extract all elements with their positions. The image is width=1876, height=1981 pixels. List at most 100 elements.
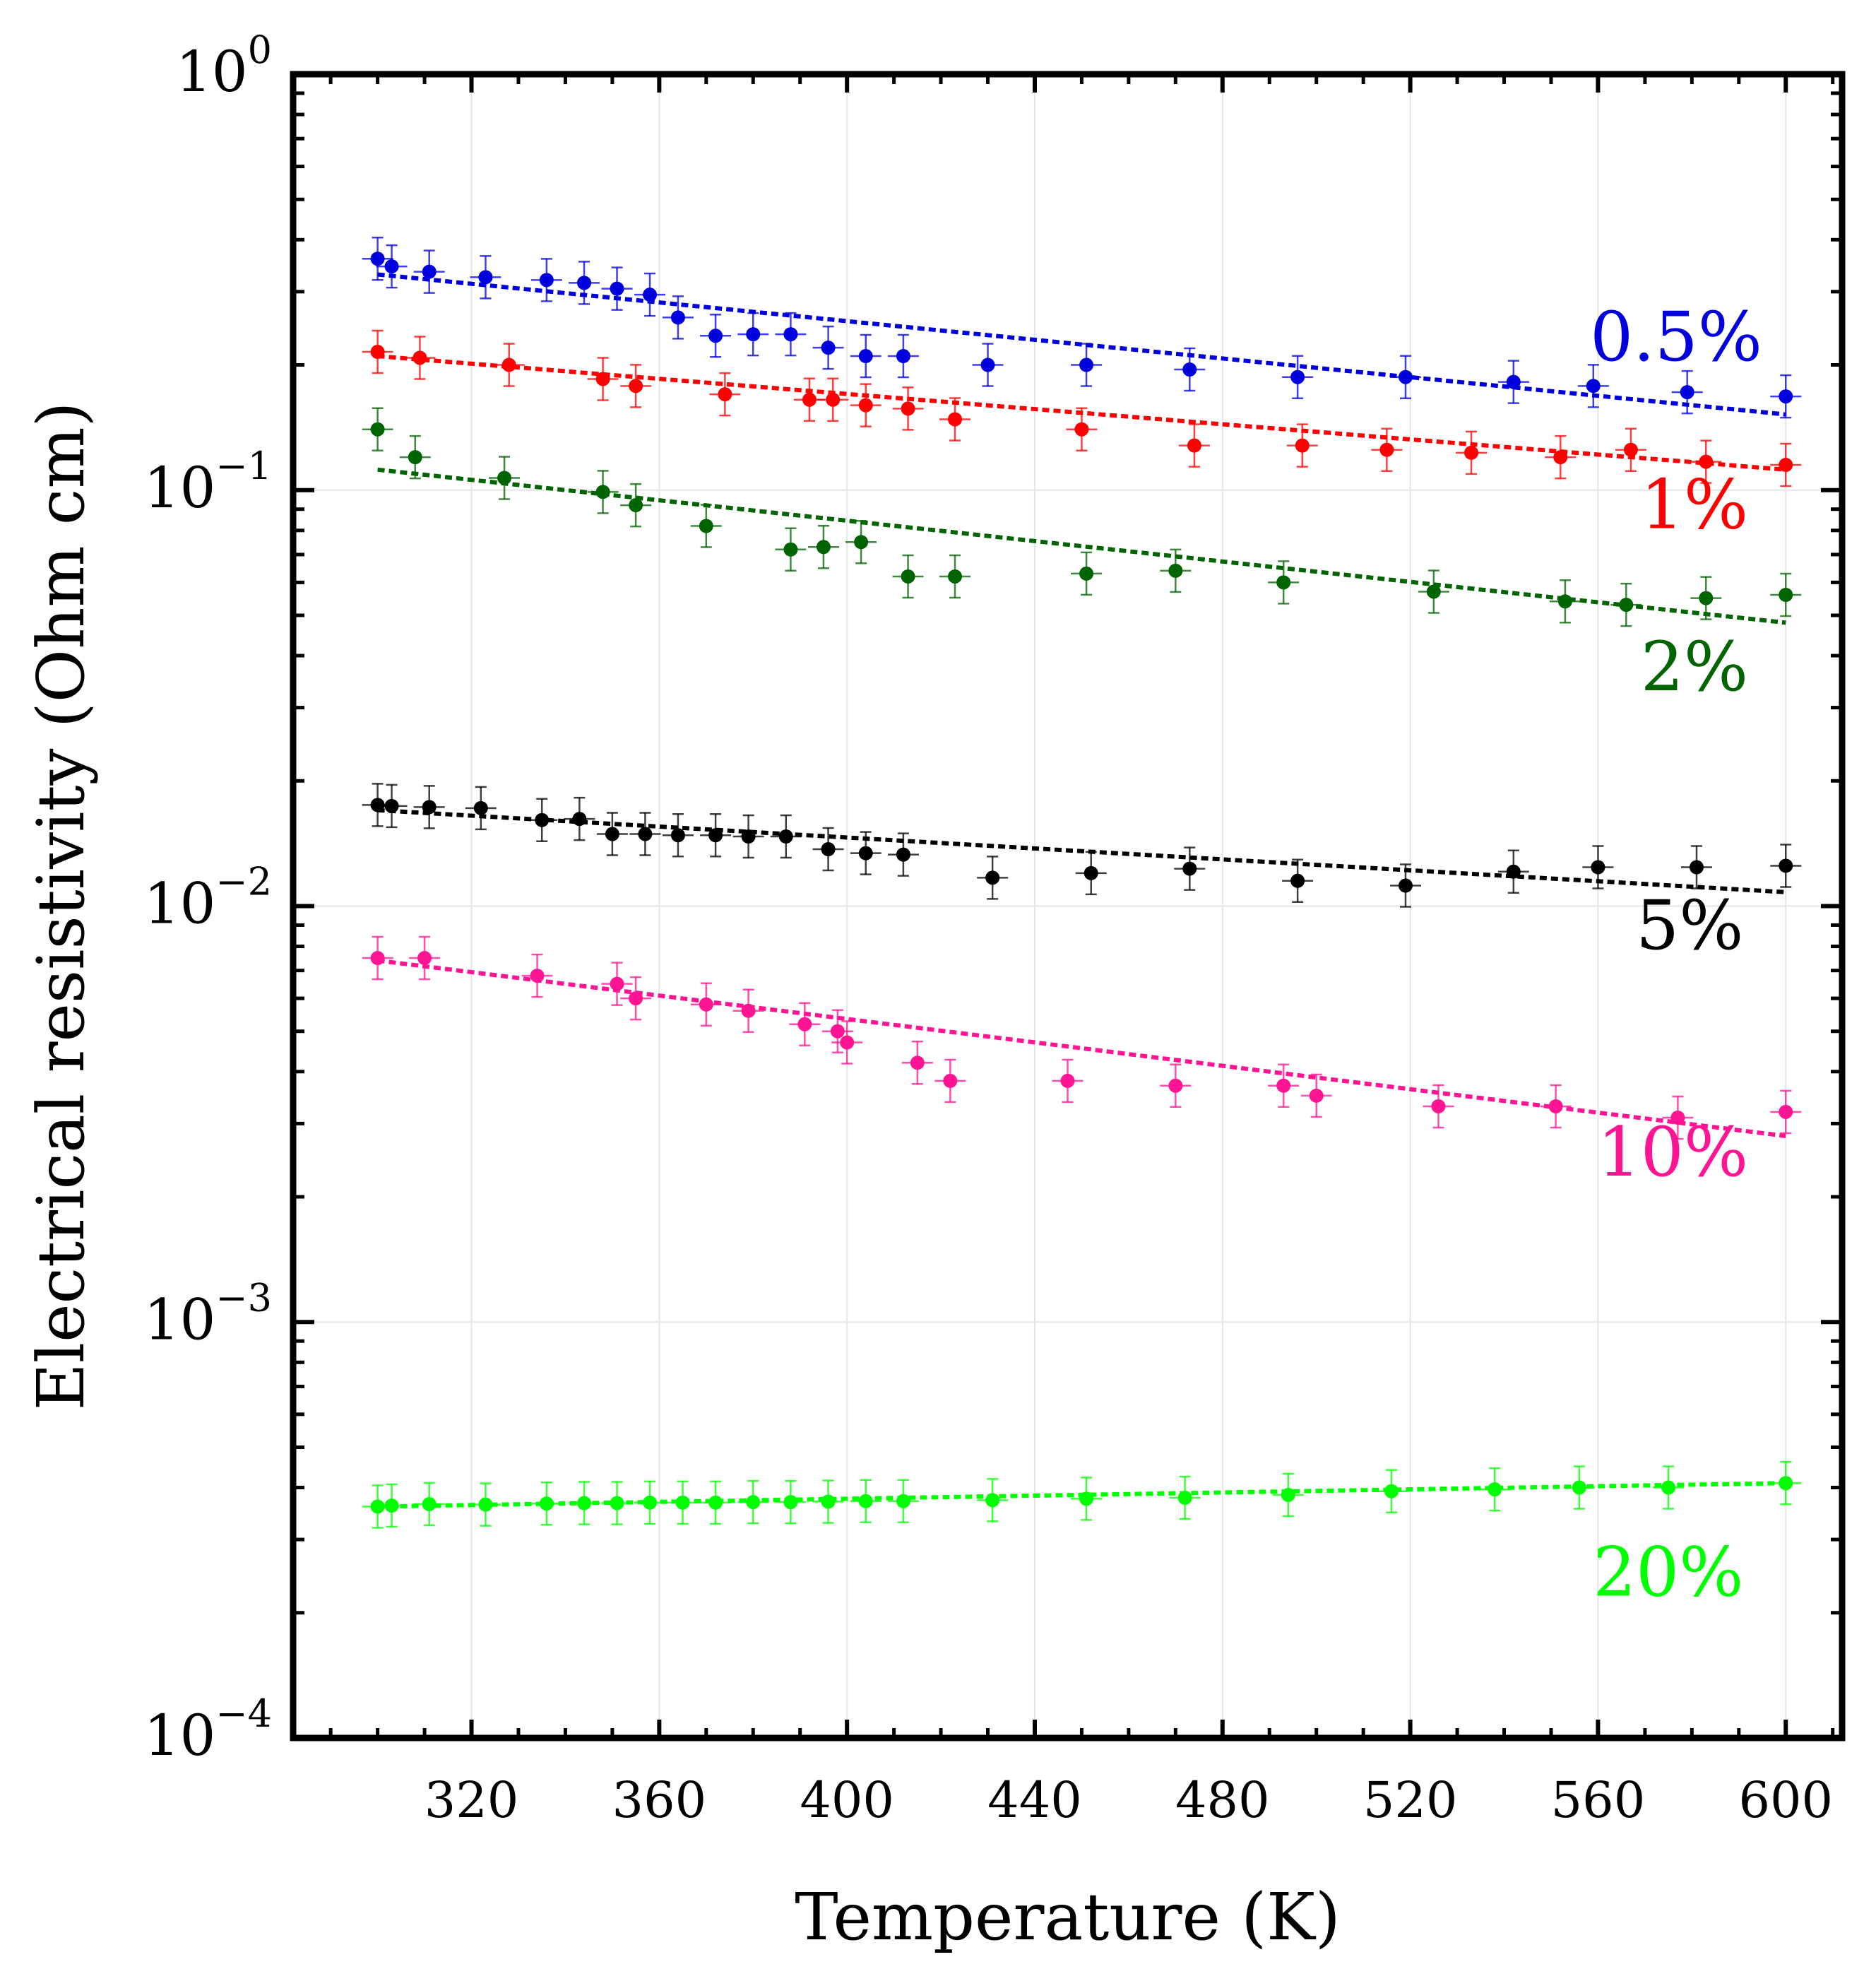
data-marker [741, 829, 756, 844]
x-tick-label: 360 [612, 1771, 707, 1829]
data-point [1268, 1063, 1300, 1108]
data-marker [1290, 873, 1305, 888]
data-marker [901, 569, 915, 584]
data-marker [577, 276, 592, 290]
data-point [1615, 427, 1646, 472]
data-point [1770, 844, 1802, 888]
data-marker [858, 349, 873, 364]
data-marker [1506, 374, 1521, 389]
data-point [690, 982, 722, 1027]
data-marker [1276, 1078, 1291, 1093]
data-marker [370, 252, 385, 266]
data-marker [948, 569, 963, 584]
data-marker [948, 412, 963, 427]
data-point [564, 796, 595, 841]
series-label: 10% [1598, 1113, 1748, 1192]
data-point [1282, 858, 1314, 904]
data-marker [577, 1496, 592, 1510]
data-point [470, 255, 501, 300]
y-tick-label: 100 [176, 28, 272, 105]
data-point [812, 827, 844, 872]
data-point [1174, 347, 1206, 392]
data-point [376, 244, 408, 289]
series-label: 2% [1641, 627, 1748, 706]
data-marker [901, 401, 915, 416]
y-tick-label: 10−1 [144, 444, 272, 521]
data-point [1071, 343, 1103, 387]
data-point [1545, 434, 1577, 480]
data-marker [778, 829, 793, 844]
data-marker [1779, 858, 1793, 873]
data-marker [1661, 1480, 1676, 1495]
data-point [362, 935, 393, 981]
data-marker [858, 846, 873, 861]
data-marker [783, 542, 798, 557]
data-marker [1680, 385, 1694, 400]
data-point [530, 1482, 562, 1526]
data-point [362, 329, 393, 374]
data-marker [1670, 1110, 1685, 1125]
x-tick-label: 560 [1551, 1771, 1646, 1829]
y-tick-label: 10−3 [144, 1275, 272, 1352]
data-marker [1426, 584, 1441, 599]
data-marker [1290, 369, 1305, 384]
data-point [939, 397, 971, 442]
data-marker [1295, 438, 1310, 453]
data-marker [408, 450, 422, 465]
data-marker [699, 519, 713, 533]
data-point [521, 953, 553, 998]
data-marker [1779, 588, 1793, 603]
data-marker [638, 827, 653, 841]
data-point [413, 249, 445, 294]
data-point [1052, 1058, 1084, 1104]
data-point [770, 814, 802, 859]
data-marker [1779, 389, 1793, 404]
data-point [1497, 849, 1529, 894]
data-point [667, 1480, 699, 1525]
data-point [404, 336, 436, 380]
data-point [1268, 560, 1300, 605]
data-marker [826, 392, 841, 407]
data-marker [896, 847, 910, 862]
data-point [1610, 582, 1642, 627]
data-point [1160, 1063, 1192, 1108]
data-point [1653, 1465, 1685, 1510]
data-point [601, 1481, 633, 1525]
data-point [1071, 1477, 1103, 1521]
data-point [1376, 1469, 1408, 1513]
data-point [850, 831, 881, 875]
data-marker [854, 535, 869, 550]
data-marker [699, 997, 713, 1012]
data-marker [629, 991, 643, 1006]
data-marker [1779, 1104, 1793, 1119]
data-point [1178, 423, 1210, 468]
data-marker [610, 976, 624, 991]
data-marker [629, 379, 643, 394]
data-marker [1177, 1491, 1192, 1506]
data-point [1286, 423, 1318, 468]
data-marker [741, 1003, 756, 1018]
data-point [634, 1480, 666, 1525]
data-marker [422, 800, 437, 815]
data-point [1680, 845, 1712, 889]
data-point [972, 343, 1004, 387]
data-point [845, 520, 877, 564]
data-marker [896, 1494, 910, 1508]
data-marker [1379, 442, 1394, 457]
data-point [1770, 1089, 1802, 1135]
data-point [700, 314, 732, 358]
data-point [737, 1479, 769, 1525]
data-point [732, 814, 764, 859]
data-marker [1168, 1078, 1183, 1093]
data-point [493, 343, 525, 387]
data-point [1690, 439, 1722, 484]
data-marker [1699, 591, 1714, 605]
data-marker [1079, 1491, 1094, 1506]
fit-line-3 [377, 808, 1786, 894]
data-point [470, 1482, 501, 1527]
data-marker [1276, 575, 1291, 590]
data-marker [1591, 860, 1605, 875]
data-point [601, 266, 633, 311]
data-point [1456, 430, 1488, 475]
data-marker [422, 1496, 437, 1511]
